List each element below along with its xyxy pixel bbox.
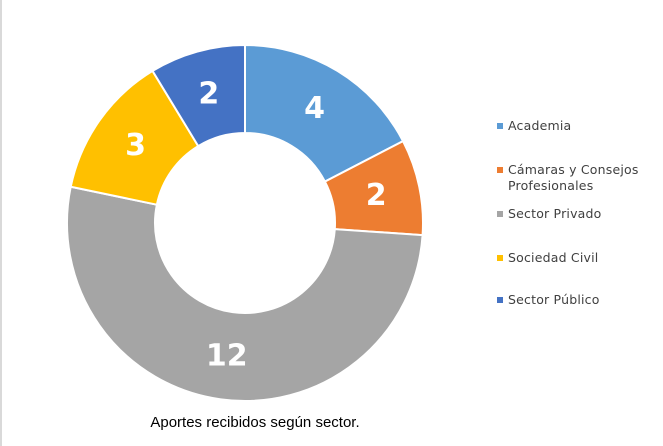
legend-swatch-sector-privado bbox=[497, 211, 503, 217]
legend-swatch-academia bbox=[497, 123, 503, 129]
chart-caption: Aportes recibidos según sector. bbox=[150, 414, 360, 431]
data-label-academia: 4 bbox=[304, 91, 325, 126]
data-label-sector-publico: 2 bbox=[198, 76, 219, 111]
legend-item-sector-publico: Sector Público bbox=[497, 292, 662, 308]
legend-label-sector-publico: Sector Público bbox=[508, 292, 600, 307]
data-label-camaras-y-consejos-profesionales: 2 bbox=[366, 178, 387, 213]
legend-swatch-sociedad-civil bbox=[497, 255, 503, 261]
left-border-line bbox=[0, 0, 2, 446]
legend-label-sociedad-civil: Sociedad Civil bbox=[508, 250, 599, 265]
legend-item-sociedad-civil: Sociedad Civil bbox=[497, 250, 662, 266]
legend-item-sector-privado: Sector Privado bbox=[497, 206, 662, 222]
data-label-sociedad-civil: 3 bbox=[125, 128, 146, 163]
legend-swatch-sector-publico bbox=[497, 297, 503, 303]
slice-academia bbox=[244, 43, 405, 183]
data-label-sector-privado: 12 bbox=[206, 338, 248, 373]
donut-value-labels: 4 2 12 3 2 bbox=[125, 76, 387, 373]
legend-label-camaras: Cámaras y Consejos Profesionales bbox=[508, 162, 639, 193]
legend-label-sector-privado: Sector Privado bbox=[508, 206, 602, 221]
legend-item-camaras: Cámaras y Consejos Profesionales bbox=[497, 162, 662, 194]
legend-label-academia: Academia bbox=[508, 118, 572, 133]
slice-sector-publico bbox=[151, 43, 246, 148]
slice-sector-privado bbox=[66, 185, 424, 402]
donut-slices bbox=[66, 43, 424, 402]
legend-item-academia: Academia bbox=[497, 118, 662, 134]
legend-swatch-camaras bbox=[497, 167, 503, 173]
